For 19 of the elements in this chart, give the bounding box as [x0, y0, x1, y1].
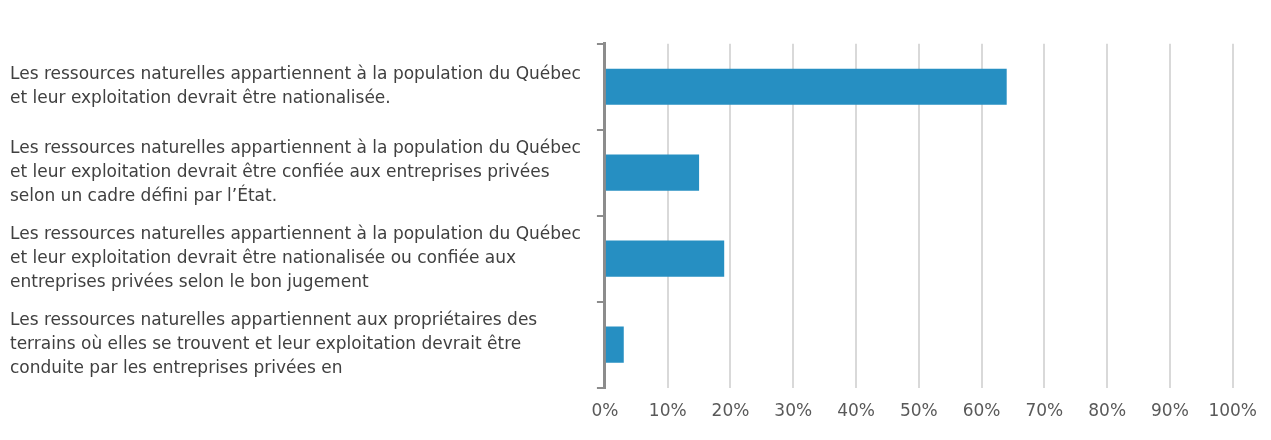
- y-tick-label: Les ressources naturelles appartiennent à la population du Québec et leur exploitation devrait être nationalisée ou confiée aux entreprises privées selon le bon jugement: [10, 223, 581, 291]
- x-tick-label: 0%: [591, 400, 619, 421]
- bar: [605, 326, 624, 363]
- x-tick-label: 10%: [648, 400, 687, 421]
- x-tick-label: 60%: [962, 400, 1001, 421]
- x-tick-label: 70%: [1025, 400, 1064, 421]
- x-tick-label: 30%: [774, 400, 813, 421]
- x-tick-label: 90%: [1151, 400, 1189, 421]
- bar: [605, 240, 725, 277]
- y-tick-label: Les ressources naturelles appartiennent à la population du Québec et leur exploitation devrait être confiée aux entreprises privées selon un cadre défini par l’État.: [10, 137, 581, 205]
- x-tick-label: 40%: [837, 400, 875, 421]
- x-tick-label: 20%: [711, 400, 750, 421]
- x-tick-label: 50%: [899, 400, 938, 421]
- x-tick-label: 80%: [1088, 400, 1127, 421]
- y-tick-label: Les ressources naturelles appartiennent à la population du Québec et leur exploitation devrait être nationalisée.: [10, 63, 581, 108]
- bar: [605, 154, 700, 191]
- bar: [605, 68, 1007, 105]
- x-tick-label: 100%: [1208, 400, 1257, 421]
- y-tick-label: Les ressources naturelles appartiennent aux propriétaires des terrains où elles se trouvent et leur exploitation devrait être conduite par les entreprises privées en: [10, 309, 538, 377]
